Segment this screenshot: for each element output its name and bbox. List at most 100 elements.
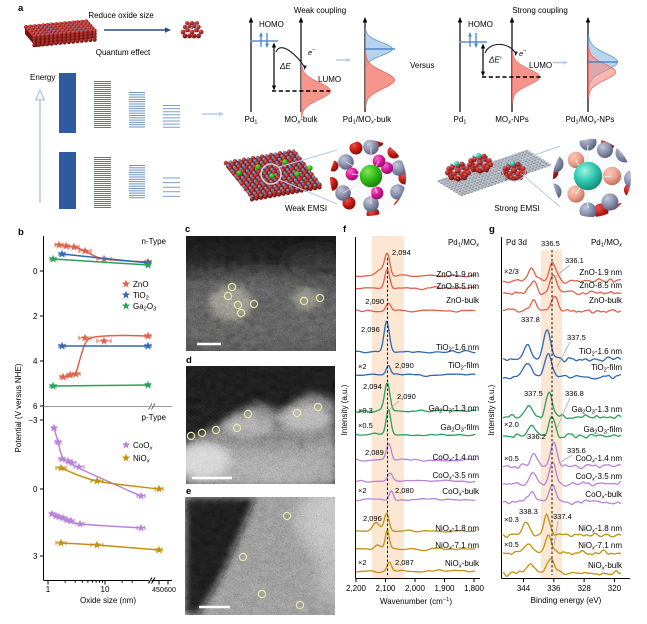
svg-text:0: 0: [33, 485, 38, 494]
svg-text:NiOx​: NiOx​: [133, 454, 151, 465]
svg-text:2,100: 2,100: [375, 584, 396, 593]
svg-text:336.2: 336.2: [527, 432, 546, 441]
svg-text:2,080: 2,080: [395, 486, 414, 495]
svg-text:Binding energy (eV): Binding energy (eV): [531, 596, 602, 605]
svg-text:338.3: 338.3: [519, 507, 538, 516]
svg-text:336.1: 336.1: [565, 256, 584, 265]
svg-text:336.5: 336.5: [541, 239, 560, 248]
svg-text:335.6: 335.6: [567, 446, 586, 455]
svg-text:Reduce oxide size: Reduce oxide size: [88, 11, 154, 20]
svg-text:TiO2​: TiO2​: [133, 291, 149, 302]
svg-text:ZnO-bulk: ZnO-bulk: [589, 296, 623, 305]
svg-text:Ga2​O3​: Ga2​O3​: [133, 302, 156, 313]
svg-text:337.5: 337.5: [524, 389, 543, 398]
svg-text:e: e: [308, 48, 312, 57]
svg-text:NiOx​-1.8 nm: NiOx​-1.8 nm: [435, 524, 479, 535]
svg-text:ΔE′: ΔE′: [488, 56, 502, 65]
svg-text:ZnO-1.9 nm: ZnO-1.9 nm: [436, 270, 479, 279]
svg-text:2: 2: [33, 312, 38, 321]
svg-text:f: f: [343, 224, 347, 235]
svg-text:2,094: 2,094: [363, 382, 382, 391]
svg-text:×2: ×2: [358, 558, 367, 567]
svg-text:1,800: 1,800: [464, 584, 485, 593]
svg-text:g: g: [489, 224, 495, 235]
svg-text:2,094: 2,094: [392, 248, 411, 257]
svg-text:CoOx​-1.4 nm: CoOx​-1.4 nm: [576, 454, 623, 465]
svg-text:ZnO-8.5 nm: ZnO-8.5 nm: [436, 282, 479, 291]
svg-text:0: 0: [33, 267, 38, 276]
svg-text:NiOx​-bulk: NiOx​-bulk: [588, 561, 623, 572]
svg-text:×0.3: ×0.3: [358, 406, 373, 415]
svg-text:e: e: [519, 49, 523, 58]
svg-text:NiOx​-7.1 nm: NiOx​-7.1 nm: [435, 541, 479, 552]
svg-text:×0.3: ×0.3: [504, 515, 519, 524]
svg-text:ZnO-1.9 nm: ZnO-1.9 nm: [579, 268, 622, 277]
svg-text:Quantum effect: Quantum effect: [96, 48, 151, 57]
svg-text:450: 450: [152, 587, 164, 594]
svg-text:×0.5: ×0.5: [358, 421, 373, 430]
svg-text:LUMO: LUMO: [318, 75, 341, 84]
svg-text:Oxide size (nm): Oxide size (nm): [80, 596, 136, 605]
svg-text:2,089: 2,089: [365, 448, 384, 457]
svg-text:Ga2​O3​-1.3 nm: Ga2​O3​-1.3 nm: [572, 405, 623, 416]
svg-text:2,096: 2,096: [361, 325, 380, 334]
svg-text:2,200: 2,200: [346, 584, 367, 593]
svg-text:6: 6: [33, 402, 38, 411]
svg-text:337.4: 337.4: [553, 512, 572, 521]
svg-text:Pd1​/MOx​-NPs: Pd1​/MOx​-NPs: [566, 115, 615, 126]
svg-text:×2: ×2: [358, 362, 367, 371]
svg-text:e: e: [186, 486, 191, 497]
svg-text:1: 1: [46, 585, 51, 594]
svg-text:2,090: 2,090: [365, 297, 384, 306]
svg-text:b: b: [18, 227, 24, 238]
svg-text:−: −: [523, 49, 526, 55]
svg-text:CoOx​: CoOx​: [133, 441, 153, 452]
svg-text:337.5: 337.5: [567, 333, 586, 342]
svg-text:ΔE: ΔE: [279, 62, 291, 71]
svg-text:337.8: 337.8: [521, 315, 540, 324]
svg-text:p-Type: p-Type: [142, 413, 167, 422]
svg-text:328: 328: [577, 584, 591, 593]
svg-text:×0.5: ×0.5: [504, 454, 519, 463]
svg-text:344: 344: [517, 584, 531, 593]
svg-text:2,087: 2,087: [395, 558, 414, 567]
svg-text:c: c: [185, 224, 190, 235]
svg-text:NiOx​-bulk: NiOx​-bulk: [445, 559, 480, 570]
svg-text:ZnO-8.5 nm: ZnO-8.5 nm: [579, 281, 622, 290]
svg-text:CoOx​-1.4 nm: CoOx​-1.4 nm: [433, 453, 480, 464]
svg-text:Potential (V versus NHE): Potential (V versus NHE): [14, 363, 23, 452]
svg-text:Pd1​/MOx​-bulk: Pd1​/MOx​-bulk: [343, 115, 392, 126]
svg-text:TiO2​-1.6 nm: TiO2​-1.6 nm: [436, 343, 479, 354]
svg-text:Pd1​/MOx​: Pd1​/MOx​: [591, 238, 623, 249]
svg-text:Weak EMSI: Weak EMSI: [285, 204, 327, 213]
svg-text:CoOx​-3.5 nm: CoOx​-3.5 nm: [576, 472, 623, 483]
svg-text:TiO2​-film: TiO2​-film: [591, 363, 622, 374]
svg-text:Pd1​/MOx​: Pd1​/MOx​: [448, 238, 480, 249]
svg-text:CoOx​-bulk: CoOx​-bulk: [585, 490, 623, 501]
svg-text:3: 3: [33, 552, 38, 561]
svg-text:Ga2​O3​-film: Ga2​O3​-film: [584, 425, 623, 436]
svg-text:4: 4: [33, 357, 38, 366]
svg-text:320: 320: [608, 584, 622, 593]
svg-text:×2/3: ×2/3: [504, 267, 519, 276]
svg-text:Pd1​: Pd1​: [453, 115, 466, 126]
svg-text:HOMO: HOMO: [259, 20, 284, 29]
svg-text:−3: −3: [28, 416, 38, 425]
svg-text:n-Type: n-Type: [142, 237, 167, 246]
svg-text:CoOx​-3.5 nm: CoOx​-3.5 nm: [433, 471, 480, 482]
svg-text:Ga2​O3​-film: Ga2​O3​-film: [441, 423, 480, 434]
svg-text:×2: ×2: [358, 486, 367, 495]
svg-text:CoOx​-bulk: CoOx​-bulk: [442, 487, 480, 498]
svg-text:Pd1​: Pd1​: [244, 115, 257, 126]
svg-text:TiO2​-film: TiO2​-film: [448, 361, 479, 372]
svg-text:Ga2​O3​-1.3 nm: Ga2​O3​-1.3 nm: [429, 404, 480, 415]
svg-text:Strong EMSI: Strong EMSI: [494, 204, 539, 213]
svg-text:MOx​-bulk: MOx​-bulk: [284, 115, 318, 126]
svg-text:2,090: 2,090: [395, 361, 414, 370]
svg-text:−: −: [312, 48, 315, 54]
svg-text:NiOx​-1.8 nm: NiOx​-1.8 nm: [578, 524, 622, 535]
svg-text:×0.5: ×0.5: [504, 540, 519, 549]
svg-text:MOx​-NPs: MOx​-NPs: [495, 115, 529, 126]
svg-text:Strong coupling: Strong coupling: [512, 6, 568, 15]
svg-text:a: a: [18, 3, 24, 14]
